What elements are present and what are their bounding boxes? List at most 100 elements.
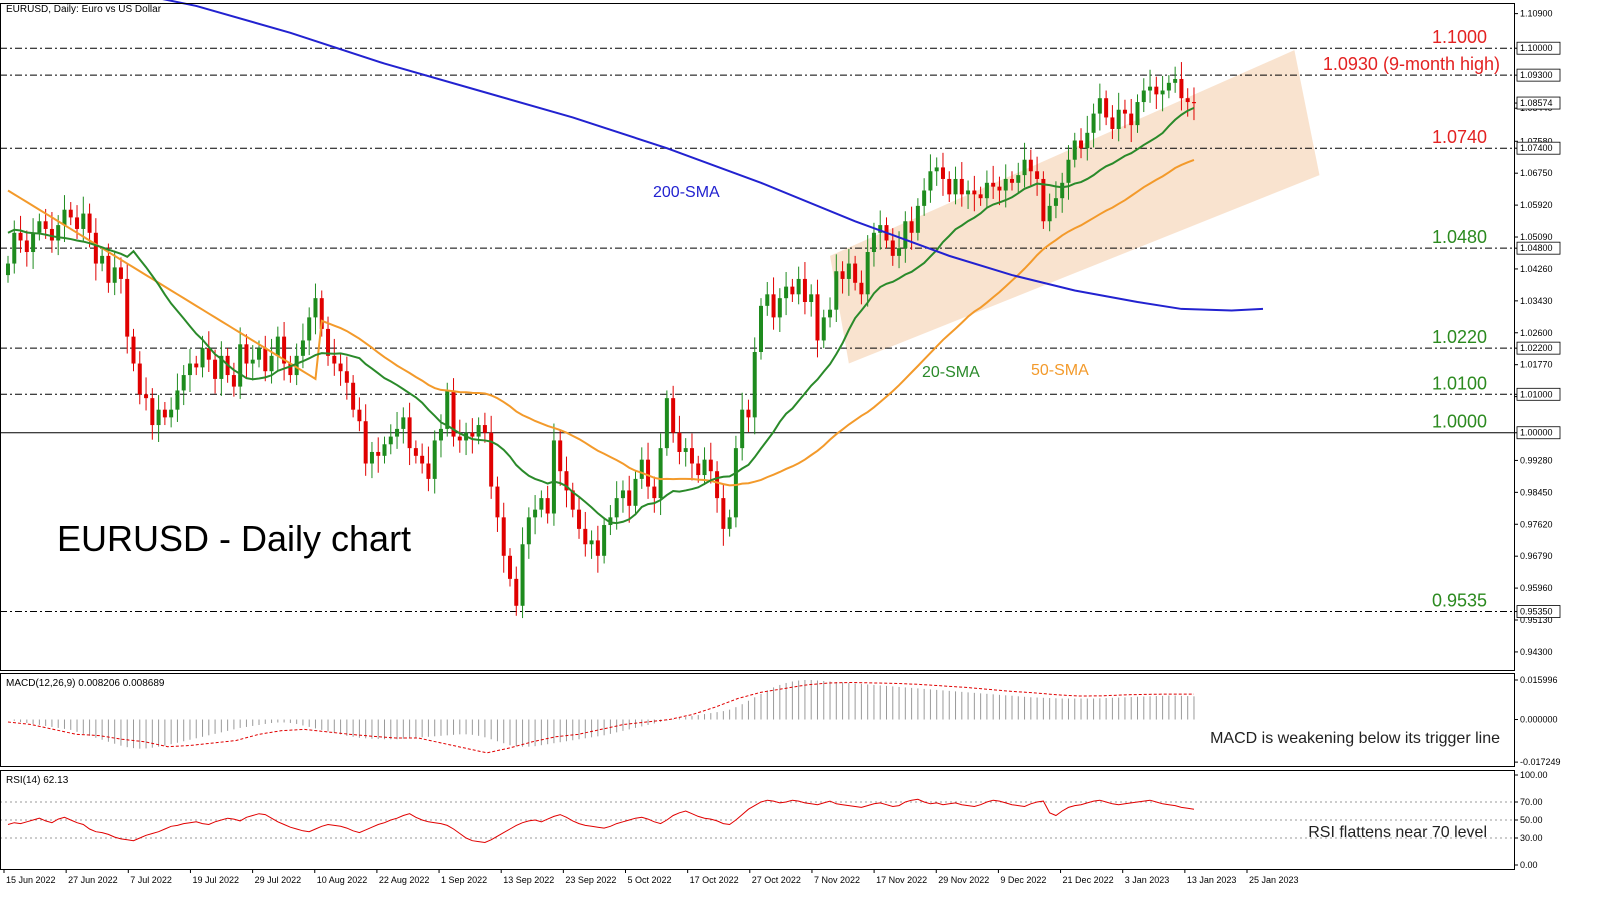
candle-body (639, 459, 644, 479)
candle-body (1003, 178, 1008, 191)
price-tick-label: 0.96790 (1520, 551, 1553, 561)
candle-body (953, 178, 958, 195)
candle-body (75, 217, 80, 229)
price-tag-label: 0.95350 (1520, 607, 1553, 617)
price-tick-label: 1.01770 (1520, 360, 1553, 370)
candle-body (476, 425, 481, 437)
candle-body (288, 363, 293, 376)
date-tick-label: 13 Sep 2022 (503, 875, 554, 885)
candle-body (489, 432, 494, 487)
candle-body (250, 359, 255, 364)
date-tick-label: 23 Sep 2022 (565, 875, 616, 885)
candle-body (1066, 159, 1071, 183)
candle-body (759, 305, 763, 352)
level-label: 1.0000 (1432, 412, 1487, 432)
price-tag-box (1516, 68, 1561, 82)
candle-body (1053, 198, 1058, 206)
candle-body (501, 517, 506, 556)
price-tick-label: 1.04260 (1520, 264, 1553, 274)
candle-body (677, 432, 682, 452)
candle-body (790, 286, 795, 295)
sma20-line (7, 106, 1195, 525)
price-tag-label: 1.01000 (1520, 389, 1553, 399)
sma20-label: 20-SMA (922, 364, 980, 381)
date-tick-label: 7 Jul 2022 (130, 875, 172, 885)
candle-body (966, 190, 971, 195)
candle-body (809, 294, 814, 303)
candle-body (828, 309, 833, 318)
date-tick-label: 21 Dec 2022 (1063, 875, 1114, 885)
candle-body (940, 167, 945, 179)
candle-body (56, 225, 61, 241)
candle-body (457, 436, 462, 441)
candle-body (689, 448, 694, 464)
level-label: 1.0220 (1432, 327, 1487, 347)
price-tag-label: 1.09300 (1520, 70, 1553, 80)
candle-body (62, 209, 67, 226)
price-tag-label: 1.07400 (1520, 143, 1553, 153)
macd-tick-label: 0.000000 (1520, 715, 1558, 725)
date-tick-label: 17 Nov 2022 (876, 875, 927, 885)
candle-body (106, 255, 111, 283)
price-channel (830, 50, 1320, 364)
candle-body (1060, 182, 1065, 199)
candle-body (1185, 98, 1190, 103)
rsi-tick-label: 50.00 (1520, 815, 1543, 825)
level-label: 1.1000 (1432, 27, 1487, 47)
candle-body (206, 348, 211, 360)
candle-body (514, 578, 519, 606)
candle-body (1116, 109, 1121, 129)
candle-body (853, 263, 858, 283)
candle-body (93, 232, 98, 264)
candle-body (395, 428, 400, 437)
candle-body (696, 463, 701, 476)
candle-body (972, 190, 977, 195)
macd-note: MACD is weakening below its trigger line (1210, 730, 1500, 747)
price-tick-label: 0.99280 (1520, 455, 1553, 465)
level-label: 1.0930 (9-month high) (1323, 54, 1500, 74)
candle-body (351, 382, 356, 410)
candle-body (1079, 140, 1084, 149)
price-tag-box (1516, 41, 1561, 55)
candle-body (740, 409, 745, 449)
candle-body (1135, 102, 1140, 126)
candle-body (369, 451, 374, 464)
candle-body (890, 240, 895, 256)
candle-body (708, 459, 713, 472)
price-tick-label: 0.95960 (1520, 583, 1553, 593)
symbol-header: EURUSD, Daily: Euro vs US Dollar (6, 4, 162, 15)
candle-body (24, 240, 29, 253)
candle-body (752, 351, 757, 418)
candle-body (213, 359, 218, 379)
candle-body (821, 317, 826, 341)
candle-body (897, 248, 902, 256)
candle-body (31, 232, 36, 253)
candle-body (834, 271, 839, 310)
candle-body (18, 232, 23, 241)
candle-body (802, 278, 807, 303)
candle-body (664, 398, 669, 449)
candle-body (595, 540, 600, 556)
candle-body (671, 398, 676, 433)
date-tick-label: 7 Nov 2022 (814, 875, 860, 885)
candle-body (558, 440, 563, 472)
candle-body (1041, 178, 1046, 222)
candle-body (1141, 90, 1146, 103)
candle-body (771, 294, 776, 318)
candle-body (903, 221, 908, 249)
price-tag-box (1516, 605, 1561, 618)
date-tick-label: 3 Jan 2023 (1125, 875, 1170, 885)
candle-body (1179, 78, 1184, 99)
candle-body (997, 186, 1002, 191)
candle-body (244, 344, 249, 364)
candle-body (112, 267, 117, 283)
candle-body (125, 278, 130, 337)
candle-body (991, 182, 996, 187)
price-tag-box (1516, 426, 1561, 440)
candle-body (658, 448, 663, 499)
price-tag-label: 1.00000 (1520, 428, 1553, 438)
price-tick-label: 1.02600 (1520, 328, 1553, 338)
candle-body (1091, 113, 1096, 133)
candle-body (181, 375, 186, 391)
